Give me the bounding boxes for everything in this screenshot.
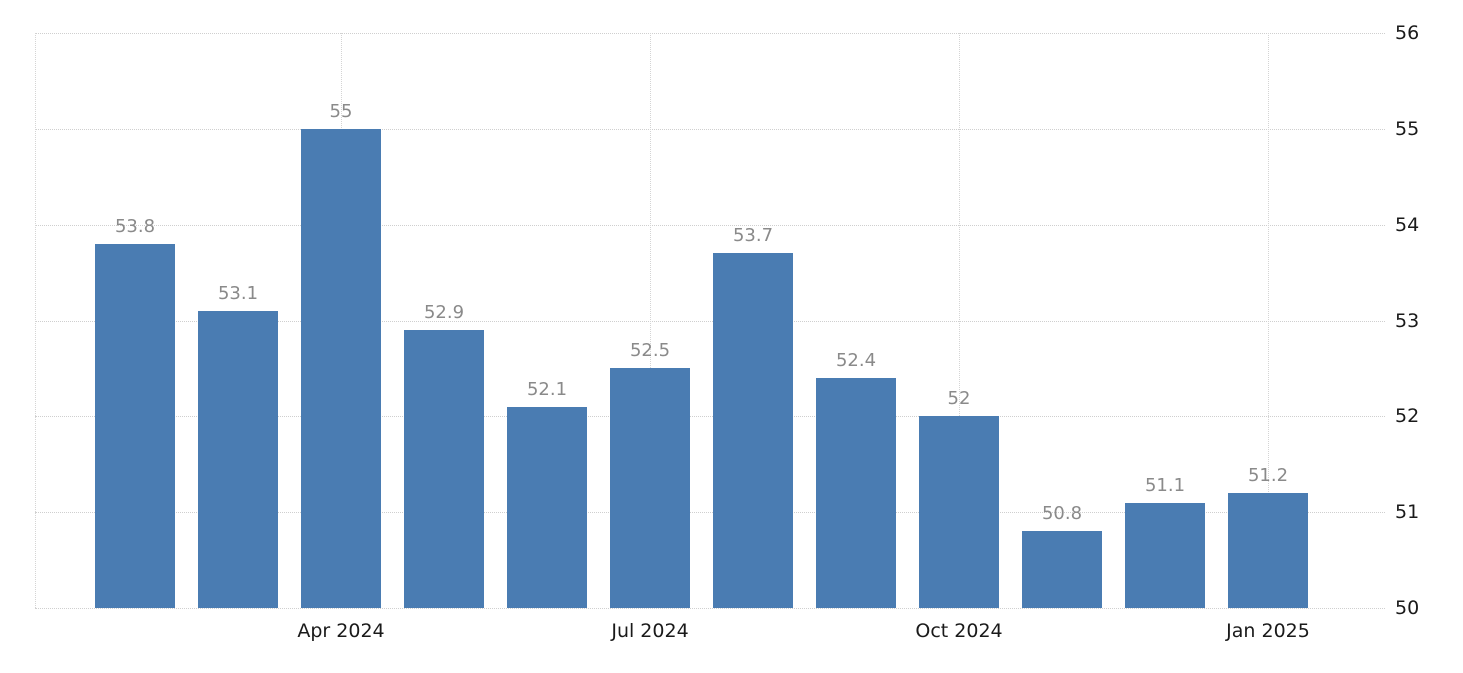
bar-value-label: 53.1 [217,282,259,304]
y-axis-tick-label: 52 [1395,405,1420,428]
bar-value-label: 53.7 [732,225,774,247]
bar-value-label: 53.8 [114,215,156,237]
bar-value-label: 52.5 [629,340,671,362]
bar-value-label: 51.2 [1247,465,1289,486]
bar [198,310,278,608]
gridline-horizontal [35,416,1385,418]
bar-value-label: 52.9 [423,302,465,324]
gridline-vertical [650,33,651,608]
bar-value-label: 51.1 [1144,474,1186,496]
gridline-vertical [959,33,960,608]
bar [507,406,587,608]
bar [1125,502,1205,608]
y-axis-tick-label: 53 [1395,309,1420,332]
bar [404,330,484,608]
y-axis-tick-label: 54 [1395,213,1420,236]
x-axis-tick-label: Jul 2024 [611,620,689,642]
y-axis-tick-label: 55 [1395,117,1420,140]
bar [713,253,793,608]
y-axis-tick-label: 51 [1395,501,1420,524]
bar-value-label: 52.4 [835,350,877,371]
bar [1228,493,1308,608]
gridline-horizontal [35,512,1385,514]
gridline-horizontal [35,608,1385,609]
x-axis-tick-label: Oct 2024 [915,620,1003,642]
gridline-horizontal [35,320,1385,322]
bar [95,243,175,608]
bar-value-label: 55 [329,100,353,122]
bar [816,378,896,608]
bar-value-label: 50.8 [1041,503,1083,525]
gridline-horizontal [35,33,1385,34]
bar [610,368,690,608]
gridline-horizontal [35,128,1385,130]
bar [301,128,381,608]
y-axis-tick-label: 50 [1395,597,1420,619]
bar [1022,531,1102,608]
y-axis-tick-label: 56 [1395,22,1420,44]
plot-area: 53.8 53.1 55 52.9 52.1 52.5 53.7 52.4 52 50.8 51.1… [35,33,1385,609]
bar [919,416,999,608]
bar-value-label: 52 [947,388,971,410]
x-axis-tick-label: Jan 2025 [1226,620,1310,642]
gridline-vertical [1268,33,1269,608]
bar-value-label: 52.1 [526,378,568,400]
gridline-horizontal [35,224,1385,226]
x-axis-tick-label: Apr 2024 [297,620,385,642]
gridline-vertical [35,33,36,608]
